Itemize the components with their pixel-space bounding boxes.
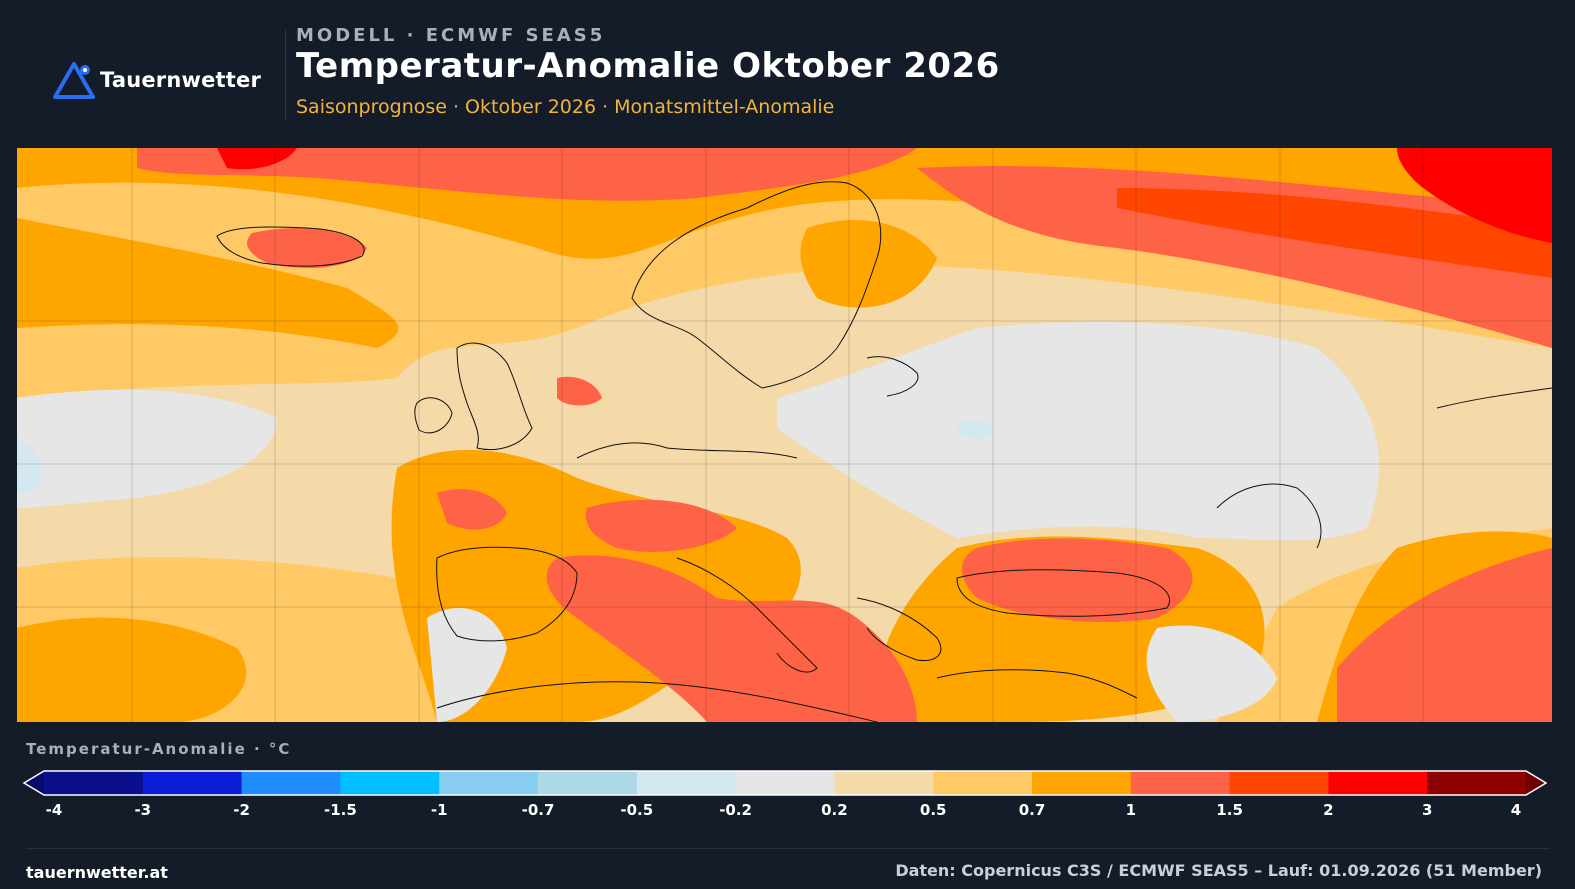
colorbar-tick-label: -4 bbox=[45, 801, 63, 819]
colorbar-segment bbox=[142, 771, 243, 795]
colorbar-tick-label: -1 bbox=[430, 801, 448, 819]
colorbar-segment bbox=[340, 771, 440, 795]
coast-iceland bbox=[216, 226, 365, 267]
anomaly-slight-negative-russia bbox=[957, 419, 997, 439]
coast-black-sea bbox=[956, 569, 1170, 617]
colorbar-segment bbox=[538, 771, 638, 795]
colorbar-tick-label: 0.7 bbox=[1018, 801, 1046, 819]
coast-scandinavia bbox=[631, 181, 882, 389]
graticule bbox=[17, 148, 1552, 722]
colorbar-ticks: -4 -3 -2 -1.5 -1 -0.7 -0.5 -0.2 0.2 0.5 0.7 1 1.5 2 3 4 bbox=[0, 801, 1575, 821]
anomaly-spot-alps bbox=[585, 499, 737, 552]
colorbar-segment bbox=[1328, 771, 1428, 795]
colorbar-tick-label: -0.7 bbox=[521, 801, 555, 819]
colorbar-segment bbox=[735, 771, 835, 795]
coastlines bbox=[216, 181, 1552, 722]
colorbar-segments bbox=[44, 771, 1527, 795]
anomaly-spot-kara-sea bbox=[1397, 148, 1552, 243]
coast-ireland bbox=[414, 397, 453, 434]
colorbar bbox=[22, 770, 1548, 796]
anomaly-region-north-atlantic bbox=[17, 218, 399, 348]
colorbar-segment bbox=[933, 771, 1033, 795]
anomaly-spot-north-sea bbox=[557, 376, 602, 406]
colorbar-tick-label: 1 bbox=[1125, 801, 1137, 819]
colorbar-tick-label: -1.5 bbox=[323, 801, 357, 819]
header-bar: Tauernwetter MODELL · ECMWF SEAS5 Temper… bbox=[0, 0, 1575, 147]
coast-anatolia-south bbox=[936, 669, 1138, 699]
anomaly-region-iran bbox=[1337, 548, 1552, 722]
anomaly-field-svg bbox=[17, 148, 1552, 722]
coast-caspian bbox=[1216, 483, 1322, 549]
colorbar-segment bbox=[636, 771, 737, 795]
anomaly-map[interactable] bbox=[17, 148, 1552, 722]
anomaly-spot-biscay bbox=[437, 489, 507, 530]
colorbar-segment bbox=[1032, 771, 1132, 795]
anomaly-spot-iceland bbox=[247, 228, 367, 268]
anomaly-neutral-mesopotamia bbox=[1146, 625, 1277, 722]
coast-italy bbox=[676, 557, 818, 673]
page-subtitle: Saisonprognose · Oktober 2026 · Monatsmi… bbox=[296, 96, 835, 118]
colorbar-segment bbox=[241, 771, 341, 795]
colorbar-segment bbox=[1427, 771, 1527, 795]
colorbar-segment bbox=[1130, 771, 1231, 795]
colorbar-tick-label: -3 bbox=[134, 801, 152, 819]
colorbar-tick-label: 3 bbox=[1421, 801, 1433, 819]
mountain-triangle-icon bbox=[53, 62, 95, 99]
brand-logo[interactable]: Tauernwetter bbox=[52, 60, 261, 100]
colorbar-tick-label: 0.5 bbox=[919, 801, 947, 819]
colorbar-segment bbox=[44, 771, 144, 795]
colorbar-tick-label: 2 bbox=[1323, 801, 1334, 819]
colorbar-segment bbox=[1229, 771, 1329, 795]
colorbar-segment bbox=[439, 771, 539, 795]
coast-north-europe bbox=[576, 442, 798, 459]
anomaly-band-siberia bbox=[1117, 188, 1552, 278]
anomaly-region-black-sea bbox=[962, 538, 1193, 622]
colorbar-tick-label: -2 bbox=[233, 801, 250, 819]
coast-north-africa bbox=[436, 681, 878, 722]
legend-title: Temperatur-Anomalie · °C bbox=[26, 740, 292, 758]
coast-iberia bbox=[436, 546, 578, 642]
colorbar-tick-label: 4 bbox=[1510, 801, 1522, 819]
colorbar-tick-label: 0.2 bbox=[821, 801, 848, 819]
anomaly-spot-greenland bbox=[217, 148, 297, 170]
anomaly-neutral-atlantic bbox=[17, 389, 277, 508]
anomaly-neutral-morocco bbox=[427, 608, 507, 722]
colorbar-tick-label: -0.2 bbox=[719, 801, 752, 819]
colorbar-tick-label: 1.5 bbox=[1216, 801, 1243, 819]
anomaly-region-scandinavia bbox=[800, 219, 937, 308]
anomaly-region-greenland-sea bbox=[137, 148, 917, 201]
colorbar-over-arrow bbox=[1526, 771, 1546, 795]
coast-baltic bbox=[866, 356, 919, 397]
coast-britain bbox=[456, 342, 533, 451]
anomaly-region-subtropical-atlantic bbox=[17, 617, 247, 722]
colorbar-segment bbox=[834, 771, 934, 795]
footer-divider bbox=[26, 848, 1550, 849]
colorbar-under-arrow bbox=[24, 771, 44, 795]
coast-aral bbox=[1436, 387, 1552, 409]
model-kicker: MODELL · ECMWF SEAS5 bbox=[296, 25, 606, 46]
brand-name: Tauernwetter bbox=[100, 68, 262, 92]
colorbar-outline bbox=[22, 770, 1548, 796]
footer-data-source: Daten: Copernicus C3S / ECMWF SEAS5 – La… bbox=[895, 861, 1542, 880]
page-title: Temperatur-Anomalie Oktober 2026 bbox=[296, 46, 1000, 86]
anomaly-region-mediterranean bbox=[546, 555, 917, 722]
header-divider bbox=[285, 30, 286, 120]
anomaly-slight-negative-atlantic bbox=[17, 438, 41, 494]
footer-site-link[interactable]: tauernwetter.at bbox=[26, 863, 168, 882]
colorbar-tick-label: -0.5 bbox=[620, 801, 654, 819]
coast-balkans bbox=[856, 597, 942, 662]
anomaly-neutral-east-europe bbox=[777, 322, 1379, 541]
